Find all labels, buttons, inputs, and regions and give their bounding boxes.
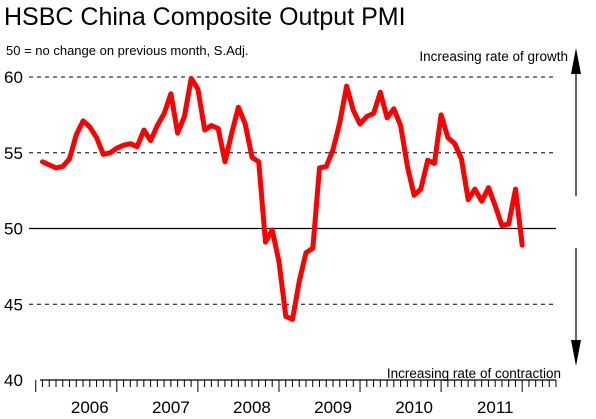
pmi-series-line — [40, 76, 525, 322]
y-tick-label: 40 — [4, 371, 23, 390]
annotation-growth: Increasing rate of growth — [419, 49, 568, 64]
x-tick-label: 2009 — [314, 398, 352, 417]
growth-arrow-head — [571, 48, 581, 74]
annotation-arrows — [571, 48, 581, 366]
chart-subtitle: 50 = no change on previous month, S.Adj. — [6, 43, 249, 58]
y-tick-label: 55 — [4, 144, 23, 163]
chart-title: HSBC China Composite Output PMI — [4, 3, 406, 31]
x-axis: 2006 2007 2008 2009 2010 2011 — [35, 379, 557, 417]
contraction-arrow-head — [571, 340, 581, 366]
x-tick-label: 2010 — [395, 398, 433, 417]
annotation-contraction: Increasing rate of contraction — [387, 366, 561, 381]
x-tick-label: 2008 — [233, 398, 271, 417]
y-tick-label: 60 — [4, 68, 23, 87]
x-tick-label: 2006 — [71, 398, 109, 417]
y-tick-label: 45 — [4, 295, 23, 314]
y-tick-label: 50 — [4, 220, 23, 239]
x-tick-label: 2011 — [477, 398, 514, 417]
y-axis: 40 45 50 55 60 — [4, 68, 23, 390]
gridlines — [29, 76, 556, 305]
data-series — [40, 76, 525, 322]
x-tick-label: 2007 — [152, 398, 190, 417]
